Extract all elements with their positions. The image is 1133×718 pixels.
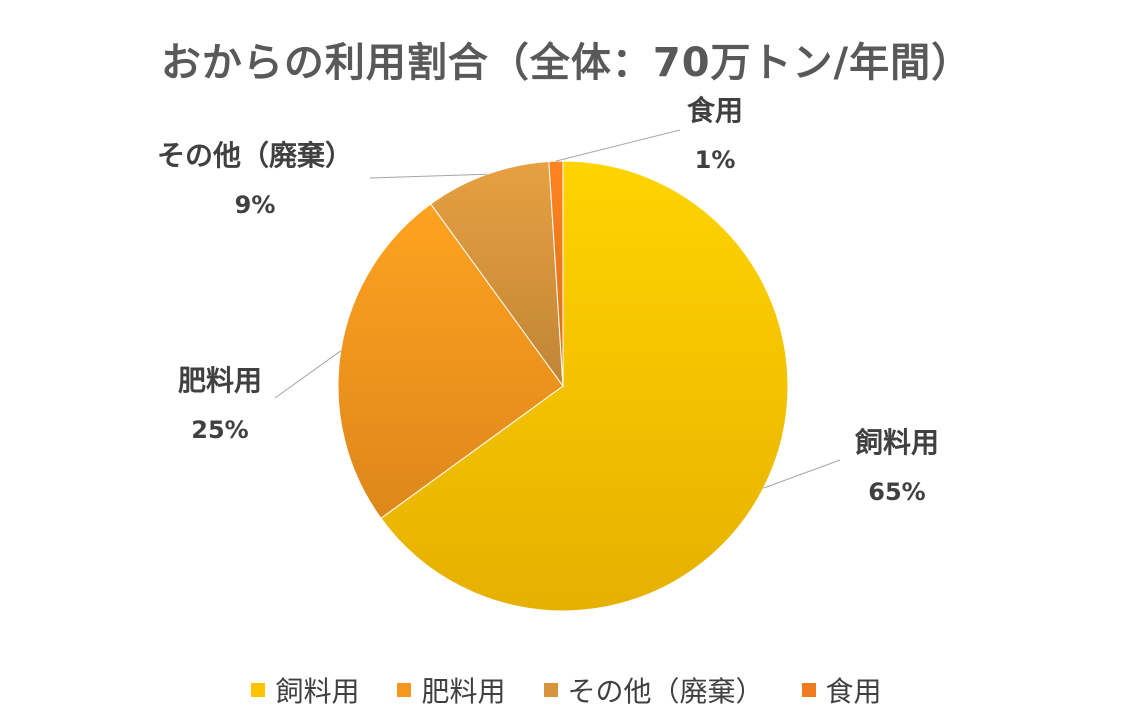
legend-item-3: その他（廃棄） <box>543 670 764 710</box>
data-label-value-1: 65% <box>868 478 925 506</box>
leader-lines <box>274 129 841 489</box>
data-label-value-4: 1% <box>695 146 736 174</box>
legend-label: 食用 <box>825 675 882 708</box>
legend-item-4: 食用 <box>801 670 882 710</box>
leader-line-3 <box>369 173 487 179</box>
pie-slice-2 <box>337 203 564 519</box>
leader-line-2 <box>274 350 342 399</box>
leader-line-4 <box>555 129 681 162</box>
data-label-value-2: 25% <box>191 416 248 444</box>
pie-slice-3 <box>430 160 564 388</box>
legend-swatch <box>251 683 266 697</box>
legend-item-2: 肥料用 <box>397 670 506 710</box>
pie-slices <box>337 160 789 612</box>
data-labels: 飼料用 65% 肥料用 25% その他（廃棄） 9% 食用 1% <box>157 94 939 506</box>
leader-line-1 <box>763 459 841 489</box>
legend-swatch <box>801 683 816 697</box>
data-label-value-3: 9% <box>235 191 276 219</box>
legend: 飼料用 肥料用 その他（廃棄） 食用 <box>0 670 1133 710</box>
legend-label: その他（廃棄） <box>567 675 764 708</box>
chart-title: おからの利用割合（全体：70万トン/年間） <box>160 40 973 86</box>
legend-swatch <box>397 683 412 697</box>
legend-item-1: 飼料用 <box>251 670 359 710</box>
data-label-name-4: 食用 <box>687 94 743 127</box>
data-label-name-2: 肥料用 <box>178 364 262 397</box>
legend-swatch <box>543 683 558 697</box>
data-label-name-3: その他（廃棄） <box>157 139 353 172</box>
legend-label: 飼料用 <box>275 675 360 708</box>
pie-slice-1 <box>380 160 789 612</box>
legend-label: 肥料用 <box>421 675 506 708</box>
data-label-name-1: 飼料用 <box>855 426 939 459</box>
